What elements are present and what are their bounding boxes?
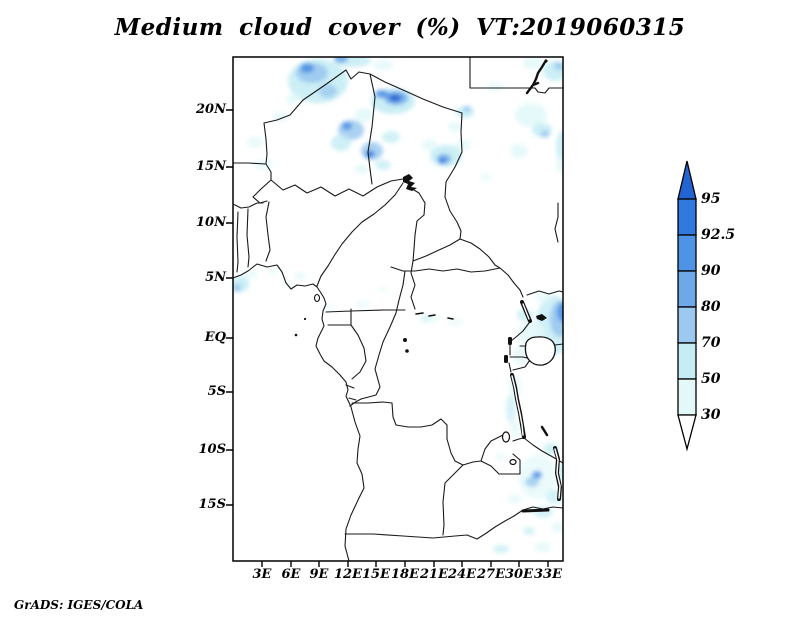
lon-label-27e: 27E [477, 567, 505, 582]
border-north-chain [263, 57, 563, 240]
colorbar-label-92p5: 92.5 [701, 227, 736, 243]
country-borders [233, 57, 563, 561]
border-coastline [233, 263, 365, 561]
map-area [232, 56, 564, 562]
colorbar-label-95: 95 [701, 191, 721, 207]
colorbar [677, 160, 697, 452]
lat-label-15n: 15N [196, 159, 226, 174]
colorbar-seg-80 [677, 306, 697, 344]
colorbar-seg-70 [677, 342, 697, 380]
lat-label-15s: 15S [198, 497, 226, 512]
lon-label-18e: 18E [391, 567, 419, 582]
lat-label-10s: 10S [198, 442, 226, 457]
lake-nasser-dot [544, 59, 548, 63]
lon-tick-marks [261, 561, 549, 567]
lat-label-5s: 5S [207, 384, 226, 399]
border-central [316, 182, 524, 407]
colorbar-seg-50 [677, 378, 697, 416]
lon-label-12e: 12E [334, 567, 362, 582]
lake-kivu [504, 355, 508, 363]
border-west-africa [233, 122, 404, 273]
lat-label-10n: 10N [196, 215, 226, 230]
lake-tumba [405, 349, 409, 353]
colorbar-arrow-bottom [677, 414, 697, 452]
chart-title: Medium cloud cover (%) VT:2019060315 [114, 14, 686, 41]
colorbar-label-30: 30 [701, 407, 721, 423]
lon-label-21e: 21E [420, 567, 448, 582]
lon-label-3e: 3E [252, 567, 272, 582]
grads-attribution: GrADS: IGES/COLA [14, 598, 144, 612]
colorbar-arrow-top [677, 160, 697, 200]
lake-rukwa [540, 425, 549, 437]
colorbar-label-80: 80 [701, 299, 721, 315]
lake-cahora-bassa [521, 508, 550, 513]
lat-tick-marks [226, 109, 233, 506]
colorbar-seg-92p5 [677, 234, 697, 272]
lat-label-5n: 5N [205, 270, 226, 285]
lake-edward [508, 337, 512, 345]
lake-victoria [524, 336, 556, 366]
map-frame [232, 56, 564, 562]
lake-kyoga [536, 314, 547, 321]
lon-label-6e: 6E [281, 567, 301, 582]
lon-label-24e: 24E [448, 567, 476, 582]
lat-label-20n: 20N [196, 102, 226, 117]
colorbar-label-50: 50 [701, 371, 721, 387]
lon-label-9e: 9E [309, 567, 329, 582]
lon-label-15e: 15E [362, 567, 390, 582]
lake-bangweulu [509, 458, 517, 466]
colorbar-seg-95 [677, 198, 697, 236]
congo-wetland-dashes [415, 312, 454, 320]
sao-tome-island [294, 333, 298, 337]
lake-mai-ndombe [403, 338, 407, 342]
lake-mweru [501, 431, 511, 443]
lat-label-eq: EQ [204, 330, 226, 345]
lon-label-30e: 30E [505, 567, 533, 582]
lake-malawi-inner [554, 448, 561, 499]
colorbar-label-70: 70 [701, 335, 721, 351]
principe-island [303, 317, 307, 321]
lake-chad [403, 174, 417, 191]
bioko-island [313, 293, 321, 303]
lakes-layer [294, 59, 563, 513]
lon-label-33e: 33E [534, 567, 562, 582]
colorbar-label-90: 90 [701, 263, 721, 279]
lake-tanganyika-inner [511, 375, 524, 436]
lake-nasser [525, 60, 547, 95]
border-south-east [344, 202, 563, 540]
lake-albert-inner [522, 303, 530, 320]
colorbar-seg-90 [677, 270, 697, 308]
